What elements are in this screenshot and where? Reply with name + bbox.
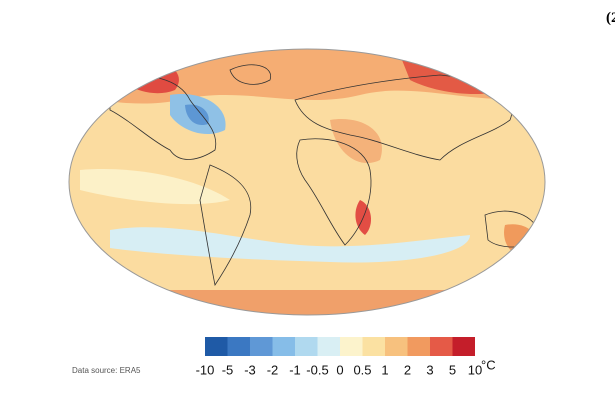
legend-tick-label: 3 — [426, 362, 433, 377]
legend-unit: °C — [481, 357, 496, 372]
legend-tick-label: -0.5 — [306, 362, 328, 377]
legend-tick-label: 10 — [468, 362, 482, 377]
legend-tick-label: -3 — [244, 362, 256, 377]
legend-tick-label: -1 — [289, 362, 301, 377]
legend-tick-label: 0 — [336, 362, 343, 377]
legend-swatch — [272, 337, 295, 356]
legend-tick-label: 0.5 — [353, 362, 371, 377]
map-outline — [68, 48, 546, 316]
legend-swatch — [430, 337, 453, 356]
legend-swatch — [362, 337, 385, 356]
legend-swatch — [250, 337, 273, 356]
legend-swatch — [227, 337, 250, 356]
legend-tick-label: 1 — [381, 362, 388, 377]
legend-tick-label: 2 — [404, 362, 411, 377]
legend-swatch — [295, 337, 318, 356]
legend-tick-label: -5 — [222, 362, 234, 377]
legend-swatch — [452, 337, 475, 356]
legend-swatch — [385, 337, 408, 356]
figure-title: شكل (1): اختلاف درجة الحرارة بين الفترة … — [606, 6, 615, 26]
legend-tick-label: -2 — [267, 362, 279, 377]
legend-swatch — [407, 337, 430, 356]
color-legend: -10 -5 -3 -2 -1 -0.5 0 0.5 1 2 3 5 10°C — [196, 337, 496, 377]
data-source: Data source: ERA5 — [72, 366, 141, 375]
legend-tick-label: 5 — [449, 362, 456, 377]
legend-tick-label: -10 — [196, 362, 215, 377]
map — [69, 49, 545, 315]
legend-swatch — [340, 337, 363, 356]
legend-swatch — [205, 337, 228, 356]
legend-swatch — [317, 337, 340, 356]
